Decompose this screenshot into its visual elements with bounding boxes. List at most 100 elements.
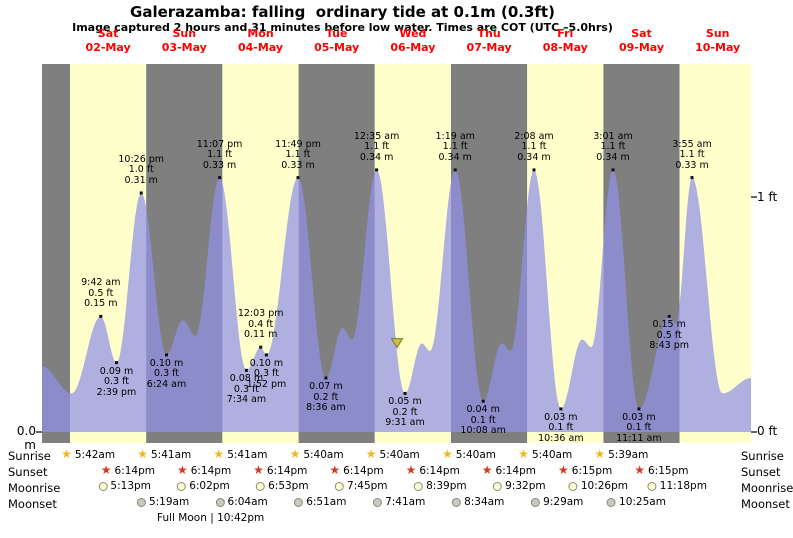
sunset-entry: ★ 6:14pm	[253, 464, 307, 477]
moonset-icon	[607, 497, 617, 507]
moonset-time: 8:34am	[464, 496, 505, 508]
sunrise-time: 5:40am	[379, 448, 420, 461]
tide-point-label: 0.15 m 0.5 ft 8:43 pm	[649, 319, 689, 352]
day-label: Sun 03-May	[161, 27, 207, 54]
sunrise-icon: ★	[518, 447, 529, 461]
moonrise-row-label-left: Moonrise	[8, 481, 61, 495]
sunset-icon: ★	[329, 463, 341, 477]
tide-point-dot	[296, 176, 300, 180]
moonrise-time: 6:02pm	[189, 480, 230, 492]
tide-point-label: 11:49 pm 1.1 ft 0.33 m	[275, 138, 321, 171]
tide-area	[42, 169, 752, 432]
moonrise-entry: 7:45pm	[335, 480, 388, 492]
moonrise-entry: 9:32pm	[493, 480, 546, 492]
tide-point-dot	[218, 176, 222, 180]
tide-point-dot	[99, 314, 103, 318]
moonset-entry: 6:04am	[215, 496, 268, 508]
sunrise-time: 5:40am	[531, 448, 573, 461]
moonrise-icon	[335, 481, 345, 491]
sunrise-entry: ★ 5:41am	[137, 448, 191, 461]
moonset-time: 7:41am	[385, 496, 426, 508]
tide-point-dot	[244, 368, 248, 372]
moonrise-entry: 11:18pm	[647, 480, 707, 492]
moonrise-time: 9:32pm	[505, 480, 546, 492]
tide-point-dot	[690, 176, 694, 180]
sunrise-entry: ★ 5:39am	[594, 448, 648, 461]
sunrise-time: 5:40am	[303, 448, 344, 461]
sunrise-icon: ★	[594, 447, 606, 461]
y-axis-label-meters: 0.0 m	[16, 424, 36, 452]
tide-point-dot	[403, 391, 407, 395]
day-label: Mon 04-May	[237, 27, 284, 54]
tide-point-dot	[611, 168, 615, 172]
sunset-row-label-right: Sunset	[741, 465, 781, 479]
tide-point-label: 3:55 am 1.1 ft 0.33 m	[672, 138, 712, 171]
moonset-time: 9:29am	[543, 496, 584, 508]
sunrise-time: 5:42am	[74, 448, 116, 461]
moonset-time: 6:51am	[306, 496, 347, 508]
day-label: Thu 07-May	[466, 27, 512, 54]
moonrise-time: 5:13pm	[110, 480, 151, 492]
moonset-icon	[215, 497, 225, 507]
tide-point-dot	[139, 191, 143, 195]
full-moon-note: Full Moon | 10:42pm	[157, 512, 265, 524]
moonrise-entry: 10:26pm	[568, 480, 628, 492]
sunset-entry: ★ 6:14pm	[329, 464, 383, 477]
sunrise-icon: ★	[137, 447, 148, 461]
day-label: Wed 06-May	[390, 27, 436, 54]
tide-point-dot	[324, 376, 328, 380]
sunrise-icon: ★	[365, 447, 377, 461]
sunset-time: 6:15pm	[647, 464, 689, 477]
tide-point-dot	[115, 361, 118, 365]
tide-point-dot	[667, 314, 671, 318]
sunrise-row-label-right: Sunrise	[741, 449, 784, 463]
moonrise-icon	[177, 481, 187, 491]
moonset-icon	[136, 497, 146, 507]
moonset-icon	[452, 497, 462, 507]
tide-point-label: 2:08 am 1.1 ft 0.34 m	[514, 130, 554, 163]
moonrise-icon	[98, 481, 108, 491]
moonrise-time: 8:39pm	[426, 480, 467, 492]
tide-point-label: 12:35 am 1.1 ft 0.34 m	[353, 130, 400, 163]
sunrise-icon: ★	[289, 447, 301, 461]
moonrise-icon	[414, 481, 424, 491]
moonrise-time: 11:18pm	[659, 480, 707, 492]
tide-point-dot	[259, 345, 263, 349]
day-label: Sun 10-May	[695, 27, 741, 54]
sunrise-icon: ★	[61, 447, 72, 461]
moonrise-icon	[256, 481, 266, 491]
moonset-time: 5:19am	[148, 496, 190, 508]
sunset-icon: ★	[405, 463, 417, 477]
moonrise-icon	[568, 481, 578, 491]
tide-point-label: 0.05 m 0.2 ft 9:31 am	[385, 396, 425, 429]
day-label: Sat 09-May	[618, 27, 665, 54]
sunset-time: 6:14pm	[495, 464, 537, 477]
moonset-entry: 5:19am	[136, 496, 190, 508]
sunset-time: 6:15pm	[571, 464, 613, 477]
tide-point-dot	[532, 168, 536, 172]
sunset-icon: ★	[481, 463, 493, 477]
tide-point-label: 12:03 pm 0.4 ft 0.11 m	[237, 308, 284, 341]
sunset-entry: ★ 6:15pm	[558, 464, 612, 477]
tide-point-label: 1:19 am 1.1 ft 0.34 m	[435, 130, 475, 163]
moonrise-icon	[493, 481, 503, 491]
page-title: Galerazamba: falling ordinary tide at 0.…	[130, 3, 555, 21]
day-label: Tue 05-May	[314, 27, 360, 54]
tide-point-label: 0.03 m 0.1 ft 10:36 am	[538, 411, 584, 444]
moonrise-row-label-right: Moonrise	[741, 481, 793, 495]
tide-point-dot	[559, 407, 563, 411]
sunset-time: 6:14pm	[190, 464, 232, 477]
sunset-entry: ★ 6:14pm	[406, 464, 460, 477]
sunrise-entry: ★ 5:40am	[366, 448, 420, 461]
page-subtitle: Image captured 2 hours and 31 minutes be…	[72, 21, 613, 34]
tide-point-label: 0.08 m 0.3 ft 7:34 am	[226, 373, 267, 406]
moonset-icon	[373, 497, 383, 507]
moonrise-entry: 6:53pm	[256, 480, 309, 492]
moonset-row-label-left: Moonset	[8, 497, 57, 511]
tide-point-label: 9:42 am 0.5 ft 0.15 m	[81, 277, 121, 310]
tide-point-dot	[264, 353, 268, 357]
moonrise-entry: 6:02pm	[177, 480, 230, 492]
sunset-icon: ★	[100, 463, 112, 477]
sunrise-row-label-left: Sunrise	[8, 449, 51, 463]
